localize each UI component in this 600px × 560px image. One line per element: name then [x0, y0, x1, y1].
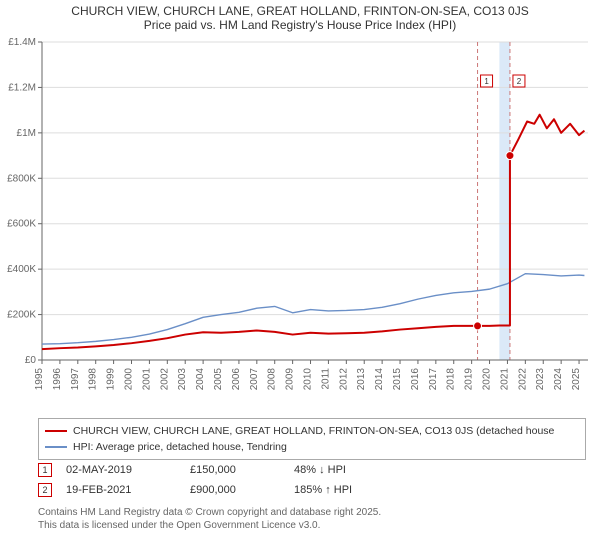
chart-container: CHURCH VIEW, CHURCH LANE, GREAT HOLLAND,… [0, 0, 600, 560]
footer: Contains HM Land Registry data © Crown c… [38, 506, 586, 532]
svg-text:2020: 2020 [482, 368, 493, 391]
sales-row: 2 19-FEB-2021 £900,000 185% ↑ HPI [38, 480, 586, 500]
sale-price: £150,000 [190, 464, 280, 476]
svg-text:2002: 2002 [159, 368, 170, 391]
svg-text:£800K: £800K [7, 173, 36, 184]
sale-price: £900,000 [190, 484, 280, 496]
legend-label: HPI: Average price, detached house, Tend… [73, 441, 287, 453]
svg-text:2016: 2016 [410, 368, 421, 391]
svg-text:2022: 2022 [517, 368, 528, 391]
chart-area: £0 £200K £400K £600K £800K £1M £1.2M £1.4M 1995 1… [0, 36, 600, 416]
svg-text:2014: 2014 [374, 368, 385, 391]
svg-text:£600K: £600K [7, 219, 36, 230]
sale-hpi: 48% ↓ HPI [294, 464, 414, 476]
svg-text:2019: 2019 [464, 368, 475, 391]
svg-text:£0: £0 [25, 355, 37, 366]
svg-text:2018: 2018 [446, 368, 457, 391]
svg-text:1997: 1997 [70, 368, 81, 391]
legend: CHURCH VIEW, CHURCH LANE, GREAT HOLLAND,… [38, 418, 586, 460]
legend-row: HPI: Average price, detached house, Tend… [45, 439, 579, 455]
svg-text:2012: 2012 [338, 368, 349, 391]
sale-date: 19-FEB-2021 [66, 484, 176, 496]
legend-swatch [45, 446, 67, 447]
legend-label: CHURCH VIEW, CHURCH LANE, GREAT HOLLAND,… [73, 425, 554, 437]
svg-text:2023: 2023 [535, 368, 546, 391]
svg-text:£1M: £1M [17, 128, 36, 139]
svg-text:2005: 2005 [213, 368, 224, 391]
footer-line2: This data is licensed under the Open Gov… [38, 519, 586, 532]
sales-table: 1 02-MAY-2019 £150,000 48% ↓ HPI 2 19-FEB-202… [38, 460, 586, 500]
svg-text:£400K: £400K [7, 264, 36, 275]
svg-text:2021: 2021 [499, 368, 510, 391]
legend-row: CHURCH VIEW, CHURCH LANE, GREAT HOLLAND,… [45, 423, 579, 439]
svg-text:2009: 2009 [285, 368, 296, 391]
sale-marker: 2 [38, 483, 52, 497]
svg-text:£1.4M: £1.4M [8, 37, 36, 48]
title-block: CHURCH VIEW, CHURCH LANE, GREAT HOLLAND,… [0, 0, 600, 32]
svg-text:1: 1 [484, 77, 489, 86]
svg-text:1998: 1998 [88, 368, 99, 391]
svg-text:2013: 2013 [356, 368, 367, 391]
svg-text:2011: 2011 [320, 368, 331, 390]
legend-swatch [45, 430, 67, 432]
svg-text:2024: 2024 [553, 368, 564, 391]
chart-svg: £0 £200K £400K £600K £800K £1M £1.2M £1.4M 1995 1… [0, 36, 600, 416]
svg-text:1995: 1995 [34, 368, 45, 391]
sale-hpi: 185% ↑ HPI [294, 484, 414, 496]
svg-text:1996: 1996 [52, 368, 63, 391]
svg-text:2000: 2000 [124, 368, 135, 391]
title-line2: Price paid vs. HM Land Registry's House … [8, 18, 592, 32]
svg-text:2004: 2004 [195, 368, 206, 391]
svg-text:2008: 2008 [267, 368, 278, 391]
svg-text:2015: 2015 [392, 368, 403, 391]
svg-text:2: 2 [517, 77, 522, 86]
svg-text:2003: 2003 [177, 368, 188, 391]
svg-text:£200K: £200K [7, 310, 36, 321]
sales-row: 1 02-MAY-2019 £150,000 48% ↓ HPI [38, 460, 586, 480]
sale-date: 02-MAY-2019 [66, 464, 176, 476]
svg-text:2025: 2025 [571, 368, 582, 391]
svg-text:£1.2M: £1.2M [8, 82, 36, 93]
svg-text:2001: 2001 [141, 368, 152, 391]
svg-text:2006: 2006 [231, 368, 242, 391]
svg-text:2007: 2007 [249, 368, 260, 391]
sale-marker: 1 [38, 463, 52, 477]
footer-line1: Contains HM Land Registry data © Crown c… [38, 506, 586, 519]
svg-text:1999: 1999 [106, 368, 117, 391]
svg-text:2017: 2017 [428, 368, 439, 391]
svg-text:2010: 2010 [303, 368, 314, 391]
title-line1: CHURCH VIEW, CHURCH LANE, GREAT HOLLAND,… [8, 4, 592, 18]
